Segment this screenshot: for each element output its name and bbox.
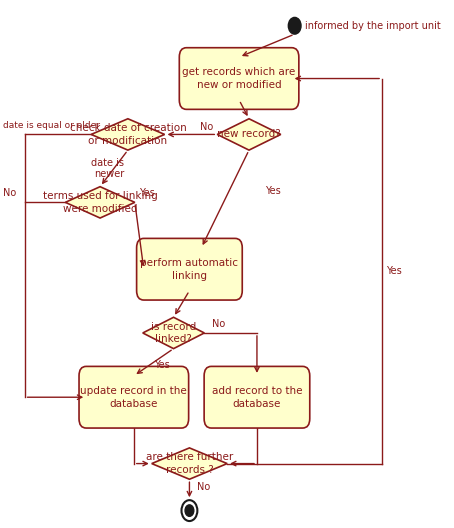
Text: Yes: Yes: [265, 186, 281, 196]
Text: Yes: Yes: [154, 360, 170, 370]
Text: No: No: [212, 318, 226, 328]
Text: add record to the
database: add record to the database: [212, 386, 302, 409]
Text: get records which are
new or modified: get records which are new or modified: [183, 67, 296, 90]
Text: terms used for linking
were modified: terms used for linking were modified: [43, 191, 158, 214]
Text: informed by the import unit: informed by the import unit: [305, 21, 440, 31]
Text: are there further
records ?: are there further records ?: [146, 452, 233, 475]
Text: is record
linked?: is record linked?: [151, 322, 196, 344]
Polygon shape: [65, 187, 135, 218]
Text: update record in the
database: update record in the database: [80, 386, 187, 409]
Text: check date of creation
or modification: check date of creation or modification: [69, 123, 186, 146]
Text: new record?: new record?: [217, 129, 281, 139]
Text: No: No: [3, 188, 16, 198]
Text: Yes: Yes: [139, 188, 154, 198]
FancyBboxPatch shape: [204, 366, 310, 428]
FancyBboxPatch shape: [179, 48, 299, 109]
Text: date is
newer: date is newer: [91, 157, 124, 179]
Polygon shape: [143, 317, 204, 348]
Polygon shape: [217, 119, 281, 150]
Polygon shape: [152, 448, 227, 479]
Text: perform automatic
linking: perform automatic linking: [140, 258, 238, 280]
Text: No: No: [197, 482, 211, 492]
Circle shape: [182, 500, 197, 521]
Circle shape: [185, 505, 194, 516]
Text: Yes: Yes: [386, 266, 402, 276]
Circle shape: [288, 17, 301, 34]
Polygon shape: [91, 119, 165, 150]
FancyBboxPatch shape: [137, 239, 242, 300]
Text: No: No: [200, 121, 213, 131]
Text: date is equal or older: date is equal or older: [3, 120, 100, 129]
FancyBboxPatch shape: [79, 366, 189, 428]
